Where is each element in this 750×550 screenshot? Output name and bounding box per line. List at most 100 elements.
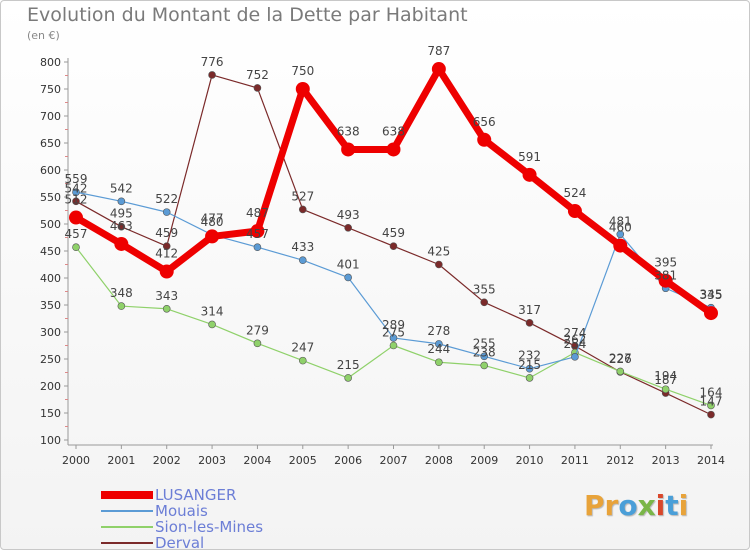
data-point-derval [389, 242, 398, 250]
legend-label: Mouais [155, 502, 208, 520]
legend-label: LUSANGER [155, 486, 237, 504]
data-label: 638 [382, 124, 405, 138]
data-point-derval [480, 298, 489, 307]
data-point-lusanger [431, 62, 446, 77]
logo-letter: i [678, 489, 689, 522]
data-label: 495 [110, 207, 133, 221]
data-point-sion-les-mines [344, 374, 352, 382]
data-point-derval [117, 222, 126, 231]
x-tick-label: 2007 [380, 454, 408, 467]
data-label: 262 [563, 333, 586, 347]
data-label: 480 [201, 215, 224, 229]
data-label: 187 [654, 373, 677, 387]
data-label: 278 [427, 324, 450, 338]
data-point-derval [344, 223, 352, 232]
data-label: 481 [609, 214, 632, 228]
y-tick-label: 250 [40, 353, 61, 366]
legend-swatch [101, 526, 153, 528]
data-label: 433 [291, 240, 314, 254]
data-point-sion-les-mines [480, 361, 489, 370]
data-label: 247 [291, 341, 314, 355]
data-label: 493 [337, 208, 360, 222]
x-tick-label: 2014 [697, 454, 725, 467]
data-label: 401 [337, 257, 360, 271]
data-label: 355 [473, 282, 496, 296]
data-label: 395 [654, 256, 677, 270]
data-label: 457 [246, 227, 269, 241]
data-label: 487 [246, 206, 269, 220]
data-label: 752 [246, 68, 269, 82]
data-label: 238 [473, 345, 496, 359]
y-tick-label: 150 [40, 407, 61, 420]
data-label: 381 [654, 268, 677, 282]
data-label: 524 [563, 186, 586, 200]
y-tick-label: 350 [40, 299, 61, 312]
x-tick-label: 2010 [516, 454, 544, 467]
logo-letter: r [604, 489, 619, 522]
data-label: 457 [65, 227, 88, 241]
data-point-sion-les-mines [661, 385, 670, 394]
data-label: 244 [427, 342, 450, 356]
data-label: 194 [654, 369, 677, 383]
data-point-mouais [571, 353, 579, 361]
data-point-lusanger [295, 82, 310, 96]
data-point-lusanger [114, 236, 129, 251]
data-label: 527 [291, 189, 314, 203]
x-tick-label: 2006 [334, 454, 362, 467]
data-label: 274 [563, 326, 586, 340]
data-point-derval [162, 242, 171, 250]
data-label: 275 [382, 326, 405, 340]
data-label: 787 [427, 44, 450, 58]
y-tick-label: 600 [40, 164, 61, 177]
data-point-lusanger [386, 142, 401, 157]
data-label: 147 [700, 395, 723, 409]
x-tick-label: 2001 [107, 454, 135, 467]
y-tick-label: 550 [40, 191, 61, 204]
data-point-mouais [389, 334, 398, 342]
data-label: 348 [110, 286, 133, 300]
data-label: 412 [155, 247, 178, 261]
data-label: 477 [201, 211, 224, 225]
legend-item: LUSANGER [101, 486, 237, 504]
data-label: 255 [473, 336, 496, 350]
data-label: 164 [700, 385, 723, 399]
data-label: 425 [427, 245, 450, 259]
x-tick-label: 2004 [243, 454, 271, 467]
data-point-lusanger [250, 224, 265, 239]
y-tick-label: 700 [40, 110, 61, 123]
data-point-mouais [525, 364, 534, 373]
data-label: 750 [291, 64, 314, 78]
x-tick-label: 2012 [606, 454, 634, 467]
data-label: 215 [337, 358, 360, 372]
y-tick-label: 200 [40, 380, 61, 393]
data-point-derval [208, 71, 216, 79]
data-point-sion-les-mines [72, 243, 80, 252]
data-point-derval [435, 260, 443, 269]
y-tick-label: 500 [40, 218, 61, 231]
data-point-sion-les-mines [162, 304, 171, 313]
data-point-sion-les-mines [707, 401, 715, 410]
data-point-derval [525, 319, 534, 327]
x-tick-label: 2005 [289, 454, 317, 467]
data-label: 638 [337, 124, 360, 138]
data-point-lusanger [658, 273, 673, 288]
x-tick-label: 2003 [198, 454, 226, 467]
legend-label: Derval [155, 534, 205, 550]
data-point-sion-les-mines [435, 358, 443, 367]
data-label: 542 [65, 181, 88, 195]
x-tick-label: 2013 [652, 454, 680, 467]
data-label: 226 [609, 352, 632, 366]
logo-letter: t [665, 489, 679, 522]
logo-letter: i [655, 489, 666, 522]
data-label: 314 [201, 304, 224, 318]
data-point-derval [253, 84, 262, 92]
x-tick-label: 2000 [62, 454, 90, 467]
data-point-sion-les-mines [616, 367, 625, 376]
data-label: 232 [518, 349, 541, 363]
data-label: 591 [518, 150, 541, 164]
data-point-derval [298, 205, 307, 214]
y-tick-label: 750 [40, 83, 61, 96]
data-label: 254 [563, 337, 586, 351]
